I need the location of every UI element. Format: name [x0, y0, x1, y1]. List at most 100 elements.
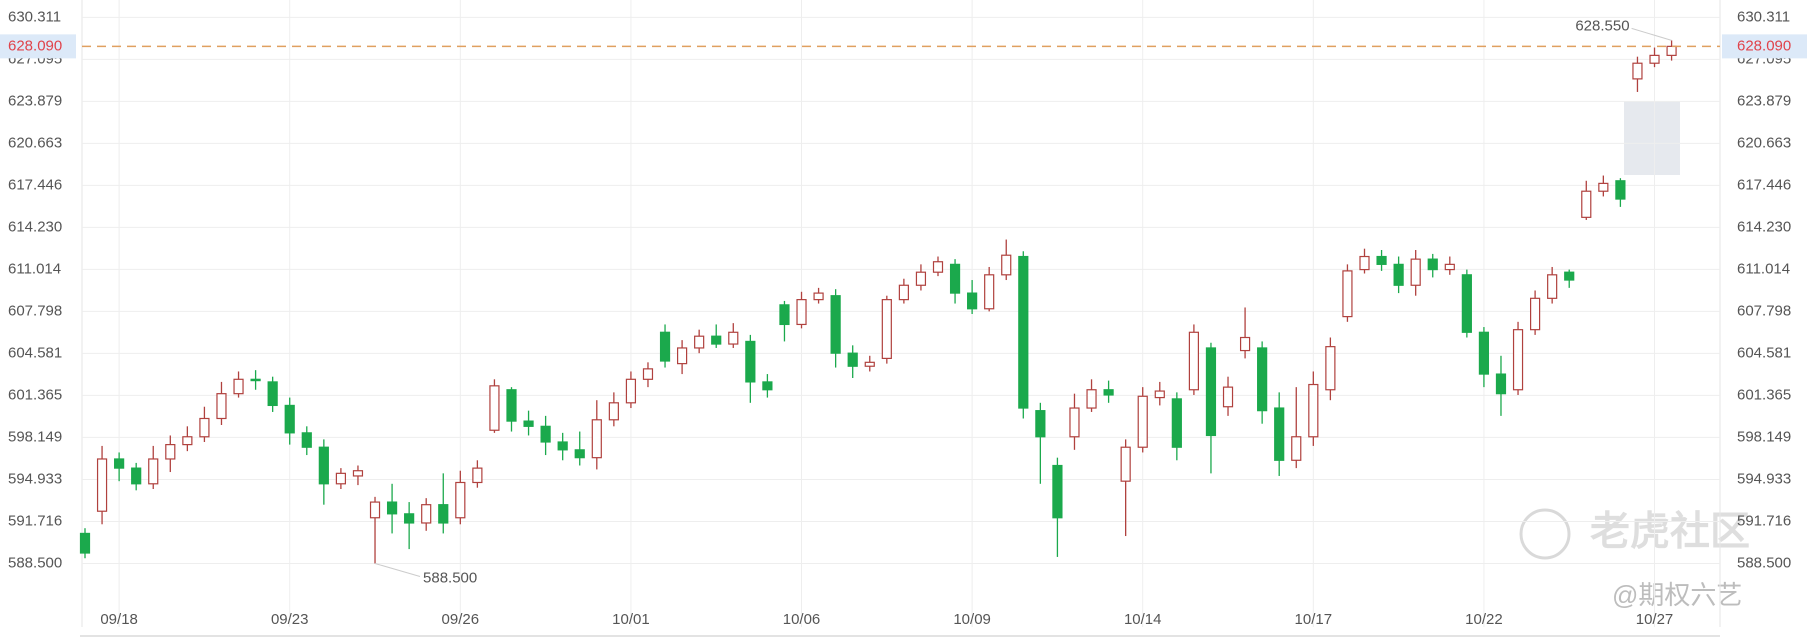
- candle-body: [1342, 270, 1353, 318]
- candle-body: [216, 393, 227, 420]
- candle-body: [745, 340, 756, 383]
- candle-body: [1495, 373, 1507, 395]
- candle-body: [1359, 255, 1370, 271]
- candle-body: [1376, 255, 1387, 265]
- last-price-label: 628.090: [1737, 37, 1791, 54]
- candle-body: [267, 381, 278, 407]
- candle-body: [540, 425, 551, 443]
- candle-body: [506, 389, 517, 422]
- candle-body: [642, 368, 654, 380]
- candle-body: [1615, 180, 1626, 200]
- candle-body: [1120, 446, 1131, 482]
- candle-body: [694, 335, 705, 349]
- y-tick-label: 623.879: [8, 92, 62, 109]
- y-tick-label: 607.798: [8, 302, 62, 319]
- candle-body: [1291, 436, 1302, 461]
- watermark-logo: [1519, 508, 1571, 560]
- candle-body: [1137, 395, 1148, 448]
- candle-body: [1512, 329, 1524, 391]
- candle-body: [233, 378, 244, 395]
- candle-body: [1649, 54, 1660, 64]
- candle-body: [523, 420, 534, 427]
- candle-body: [1325, 346, 1336, 391]
- y-tick-label-right: 591.716: [1737, 512, 1791, 529]
- y-tick-label: 594.933: [8, 470, 62, 487]
- y-tick-label: 601.365: [8, 386, 62, 403]
- candle-body: [762, 381, 773, 391]
- candle-body: [1086, 389, 1097, 409]
- candle-body: [1427, 258, 1438, 271]
- y-tick-label: 620.663: [8, 134, 62, 151]
- candle-body: [472, 467, 483, 484]
- y-tick-label-right: 601.365: [1737, 386, 1791, 403]
- selection-box: [1624, 101, 1680, 175]
- candle-body: [949, 263, 961, 294]
- candle-body: [352, 470, 364, 477]
- candle-body: [114, 458, 125, 469]
- candle-body: [1529, 297, 1541, 331]
- candle-body: [932, 261, 944, 273]
- x-tick-label: 10/22: [1465, 611, 1503, 628]
- candle-body: [1188, 331, 1200, 391]
- candle-body: [1444, 263, 1455, 271]
- last-price-label: 628.090: [8, 37, 62, 54]
- candle-body: [1171, 398, 1182, 448]
- candle-body: [489, 385, 500, 431]
- candle-body: [1001, 254, 1012, 276]
- candle-body: [165, 444, 176, 460]
- candle-body: [318, 446, 329, 485]
- candle-body: [438, 504, 449, 524]
- y-tick-label-right: 611.014: [1737, 260, 1790, 277]
- candle-body: [1461, 274, 1472, 333]
- candle-body: [796, 299, 807, 326]
- candle-body: [1581, 190, 1592, 218]
- candle-body: [1393, 263, 1404, 286]
- watermark: 老虎社区: [1519, 508, 1750, 560]
- x-tick-label: 09/18: [100, 611, 138, 628]
- candle-body: [1632, 62, 1643, 80]
- candle-body: [813, 292, 824, 301]
- y-tick-label: 598.149: [8, 428, 62, 445]
- candle-body: [1547, 274, 1558, 299]
- y-tick-label: 591.716: [8, 512, 62, 529]
- candle-body: [967, 292, 978, 310]
- candle-body: [1564, 271, 1575, 281]
- y-tick-label-right: 630.311: [1737, 8, 1790, 25]
- candle-body: [199, 417, 210, 438]
- candle-body: [182, 436, 193, 446]
- last-price-box: [1722, 34, 1807, 59]
- candle-body: [864, 361, 875, 367]
- y-tick-label: 611.014: [8, 260, 61, 277]
- candle-body: [1410, 258, 1421, 286]
- candle-body: [1035, 410, 1046, 438]
- candle-body: [79, 532, 91, 554]
- credit: @期权六艺: [1612, 580, 1742, 610]
- candle-body: [148, 458, 159, 485]
- y-tick-label-right: 604.581: [1737, 344, 1791, 361]
- candle-body: [1052, 464, 1063, 519]
- candle-body: [131, 467, 142, 485]
- candle-body: [301, 432, 312, 448]
- x-tick-label: 10/14: [1124, 611, 1162, 628]
- candle-body: [881, 299, 892, 360]
- candle-body: [984, 274, 995, 310]
- candle-body: [608, 402, 619, 421]
- last-price-box: [0, 34, 76, 59]
- y-tick-label-right: 623.879: [1737, 92, 1791, 109]
- candle-body: [335, 472, 346, 485]
- y-tick-label-right: 614.230: [1737, 218, 1791, 235]
- candle-body: [1257, 347, 1268, 412]
- candle-body: [455, 481, 466, 519]
- candle-body: [1154, 390, 1165, 399]
- candle-body: [1308, 383, 1319, 438]
- candle-body: [1205, 347, 1217, 437]
- candle-body: [898, 284, 909, 301]
- candle-body: [1666, 45, 1677, 56]
- candle-body: [847, 352, 858, 367]
- candle-body: [250, 378, 261, 382]
- x-tick-label: 10/06: [783, 611, 821, 628]
- x-tick-label: 10/27: [1636, 611, 1674, 628]
- candle-body: [625, 378, 637, 404]
- y-tick-label: 617.446: [8, 176, 62, 193]
- y-tick-label-right: 598.149: [1737, 428, 1791, 445]
